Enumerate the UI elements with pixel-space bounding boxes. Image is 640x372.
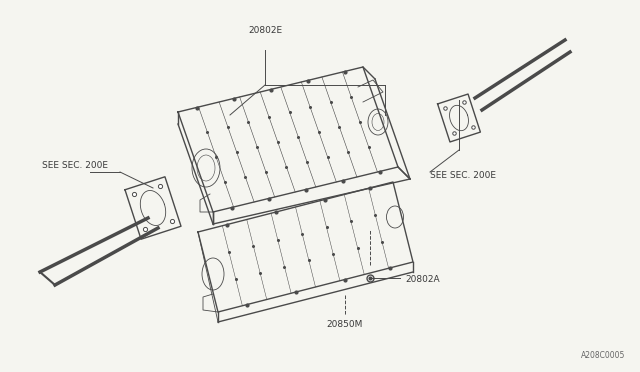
Text: SEE SEC. 200E: SEE SEC. 200E <box>42 160 108 170</box>
Text: A208C0005: A208C0005 <box>580 351 625 360</box>
Text: 20802A: 20802A <box>405 276 440 285</box>
Text: SEE SEC. 200E: SEE SEC. 200E <box>430 170 496 180</box>
Text: 20850M: 20850M <box>327 320 363 329</box>
Text: 20802E: 20802E <box>248 26 282 35</box>
